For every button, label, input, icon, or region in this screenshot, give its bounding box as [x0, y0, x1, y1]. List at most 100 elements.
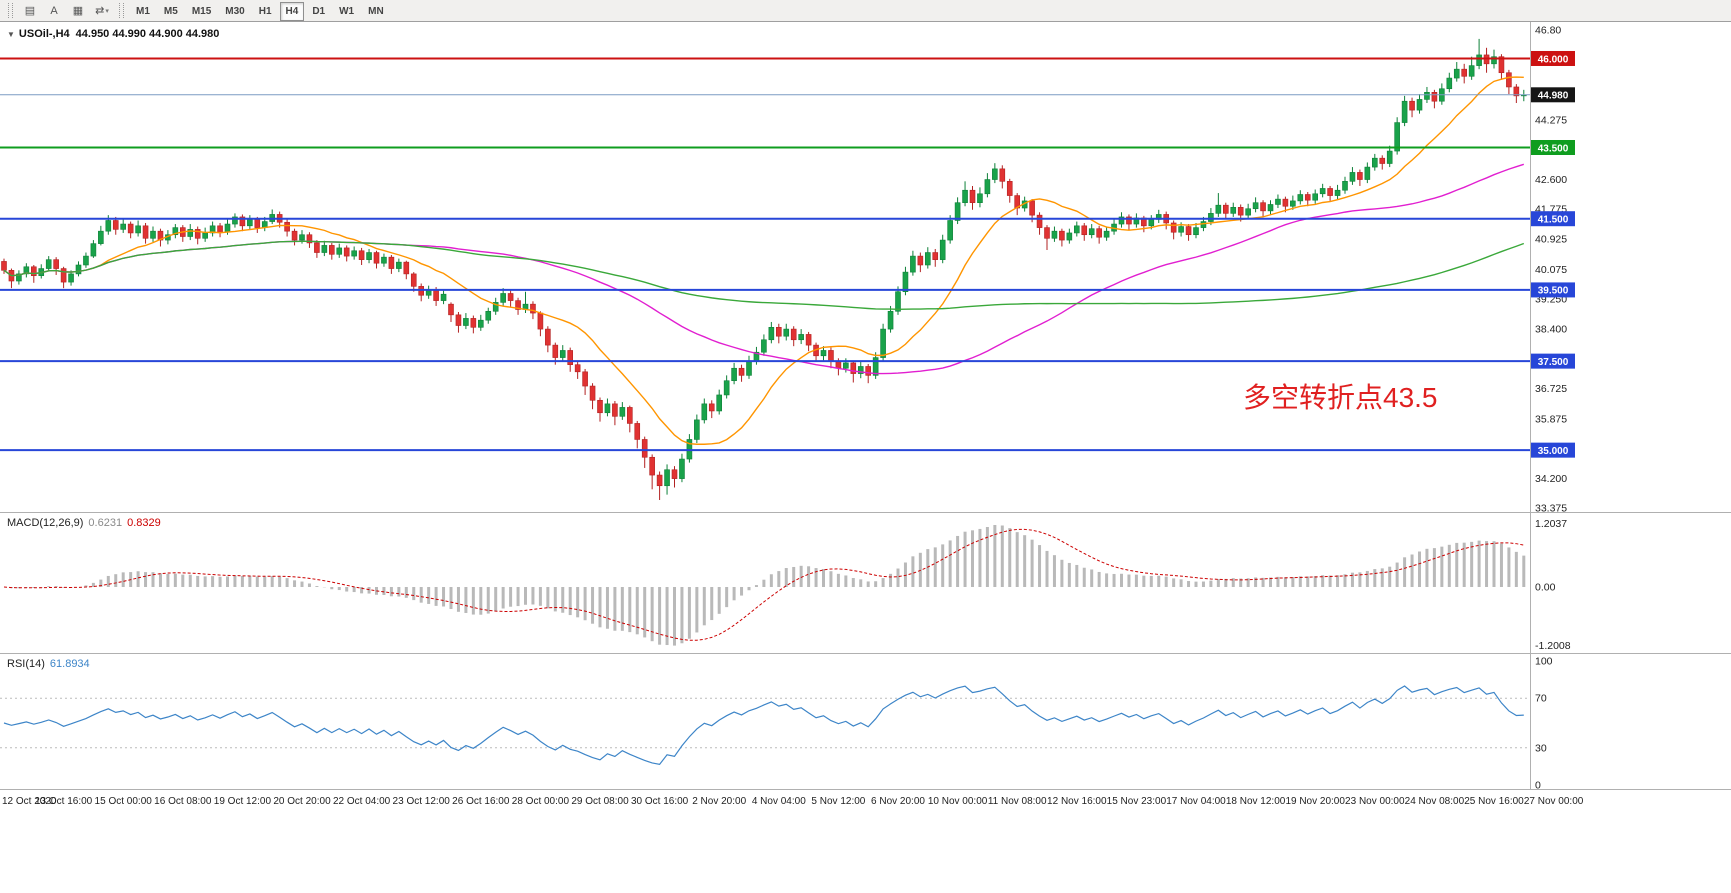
candle-body — [746, 360, 752, 376]
candle-body — [321, 245, 328, 253]
price-tick-label: 46.80 — [1535, 25, 1561, 37]
ohlc-values-label: 44.950 44.990 44.900 44.980 — [75, 28, 220, 40]
candle-body — [1304, 194, 1311, 201]
chart-tools-group: ▤ A ▦ ⇄ ▾ — [18, 1, 114, 20]
time-axis-label: 17 Nov 04:00 — [1166, 796, 1226, 807]
candle-body — [68, 273, 74, 283]
candle-body — [895, 291, 901, 312]
rsi-pane[interactable]: 100 70 30 0 RSI(14) 61.8934 — [0, 653, 1731, 789]
collapse-triangle-icon[interactable]: ▼ — [7, 30, 15, 39]
candle-body — [1148, 219, 1155, 227]
candle-body — [492, 302, 499, 312]
candle-body — [977, 193, 983, 203]
candle-body — [1342, 181, 1348, 191]
time-axis-label: 28 Oct 00:00 — [511, 796, 570, 807]
candle-body — [1334, 189, 1341, 196]
toolbar-grip[interactable] — [8, 3, 13, 18]
price-badge-box — [1531, 50, 1575, 66]
candle-body — [962, 189, 968, 203]
text-tool-icon[interactable]: A — [50, 5, 58, 17]
candle-body — [83, 255, 89, 266]
chart-title: ▼ USOil-,H4 44.950 44.990 44.900 44.980 — [7, 28, 219, 40]
tf-button-h1[interactable]: H1 — [258, 5, 272, 17]
time-axis-label: 6 Nov 20:00 — [871, 796, 925, 807]
chart-shift-icon[interactable]: ⇄ ▾ — [95, 5, 109, 17]
candle-body — [1245, 208, 1251, 216]
candle-body — [857, 366, 864, 374]
candle-body — [731, 367, 737, 382]
candle-body — [738, 367, 745, 376]
price-tick-label: 36.725 — [1535, 383, 1567, 395]
tf-button-w1[interactable]: W1 — [339, 5, 355, 17]
candle-body — [1364, 166, 1371, 180]
candle-body — [1513, 86, 1520, 97]
macd-chart-svg[interactable]: 1.2037 0.00 -1.2008 — [0, 512, 1731, 653]
candle-body — [30, 266, 37, 276]
candle-body — [202, 232, 208, 239]
candle-body — [1446, 77, 1453, 90]
candle-body — [656, 474, 663, 487]
candle-body — [1096, 228, 1102, 238]
candle-body — [1185, 226, 1192, 236]
candle-body — [1, 261, 7, 271]
macd-pane[interactable]: 1.2037 0.00 -1.2008 MACD(12,26,9) 0.6231 0.8… — [0, 512, 1731, 653]
candle-body — [1006, 181, 1013, 196]
candle-body — [53, 259, 59, 269]
candle-body — [485, 310, 492, 321]
candle-body — [507, 293, 514, 301]
candle-body — [90, 243, 97, 257]
tf-button-mn[interactable]: MN — [368, 5, 384, 17]
price-pane[interactable]: 46.80 44.275 42.600 41.775 40.925 40.075 39.25… — [0, 22, 1731, 512]
tf-button-m1[interactable]: M1 — [136, 5, 150, 17]
candle-body — [1297, 194, 1304, 202]
price-axis[interactable]: 46.8044.27542.60041.77540.92540.07539.25… — [1531, 25, 1575, 513]
candle-body — [1193, 227, 1199, 236]
price-chart-svg[interactable]: 46.8044.27542.60041.77540.92540.07539.25… — [0, 22, 1731, 512]
candle-body — [98, 230, 104, 244]
rsi-axis[interactable]: 100 70 30 0 — [1535, 656, 1553, 790]
candle-body — [284, 221, 290, 232]
time-axis-label: 26 Oct 16:00 — [452, 796, 510, 807]
tf-button-m15[interactable]: M15 — [191, 5, 212, 17]
candle-body — [515, 300, 521, 310]
time-axis-label: 27 Nov 00:00 — [1523, 796, 1584, 807]
time-axis[interactable]: 12 Oct 2020 13 Oct 16:00 15 Oct 00:00 16 Oc… — [0, 789, 1731, 815]
time-axis-label: 11 Nov 08:00 — [987, 796, 1047, 807]
candle-body — [1394, 122, 1400, 152]
time-axis-label: 12 Nov 16:00 — [1047, 796, 1107, 807]
candle-body — [224, 223, 231, 233]
time-axis-label: 25 Nov 16:00 — [1464, 796, 1524, 807]
candle-body — [843, 362, 849, 369]
price-tick-label: 44.275 — [1535, 114, 1567, 126]
candle-body — [1208, 213, 1214, 222]
tf-button-h4[interactable]: H4 — [279, 1, 305, 21]
candle-body — [366, 252, 372, 260]
macd-axis[interactable]: 1.2037 0.00 -1.2008 — [1535, 518, 1571, 652]
rsi-chart-svg[interactable]: 100 70 30 0 — [0, 653, 1731, 789]
candle-body — [381, 256, 387, 264]
candle-body — [880, 328, 886, 358]
time-axis-label: 30 Oct 16:00 — [630, 796, 689, 807]
chart-window-icon[interactable]: ▦ — [72, 5, 84, 17]
price-badge-box — [1531, 353, 1575, 369]
candle-body — [1357, 172, 1363, 180]
candle-body — [388, 256, 395, 269]
tf-button-m5[interactable]: M5 — [163, 5, 178, 17]
toolbar-grip-2[interactable] — [119, 3, 124, 18]
candle-body — [142, 225, 149, 239]
chart-bars-icon[interactable]: ▤ — [24, 5, 36, 17]
ma-line-120 — [3, 240, 1525, 310]
candle-body — [1327, 188, 1333, 196]
rsi-scale-label: 70 — [1535, 693, 1547, 705]
time-axis-label: 18 Nov 12:00 — [1225, 796, 1286, 807]
candle-body — [112, 220, 119, 230]
macd-scale-min: -1.2008 — [1535, 640, 1571, 652]
rsi-scale-label: 100 — [1535, 656, 1553, 668]
candle-body — [828, 350, 834, 362]
tf-button-d1[interactable]: D1 — [312, 5, 326, 17]
price-badge-box — [1531, 442, 1575, 458]
candle-body — [634, 423, 641, 440]
candle-body — [708, 403, 715, 412]
tf-button-m30[interactable]: M30 — [225, 5, 245, 17]
candle-body — [1424, 92, 1430, 100]
